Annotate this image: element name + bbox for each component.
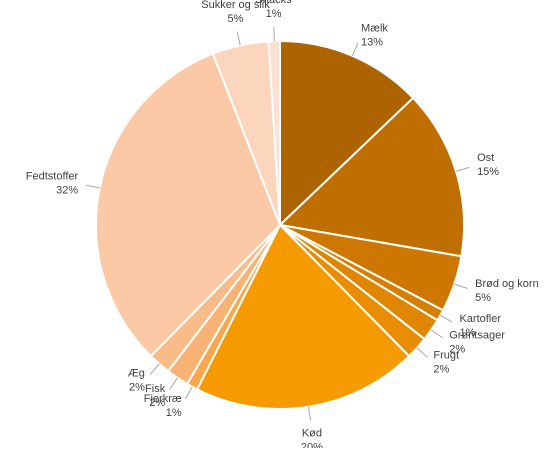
leader-line	[352, 43, 358, 56]
slice-value-label: 1%	[266, 8, 282, 20]
slice-value-label: 2%	[149, 397, 165, 409]
leader-line	[86, 185, 100, 188]
slice-label: Fisk	[145, 383, 166, 395]
leader-line	[150, 364, 159, 375]
slice-label: Snacks	[256, 0, 293, 6]
leader-line	[237, 32, 240, 46]
leader-line	[454, 284, 467, 288]
slice-label: Frugt	[433, 349, 459, 361]
slice-value-label: 13%	[361, 37, 383, 49]
leader-line	[185, 387, 192, 399]
slice-label: Mælk	[361, 23, 388, 35]
leader-line	[309, 407, 311, 421]
slice-value-label: 2%	[129, 381, 145, 393]
slice-label: Grøntsager	[449, 329, 505, 341]
slice-value-label: 5%	[475, 292, 491, 304]
slice-value-label: 15%	[477, 166, 499, 178]
slice-label: Brød og korn	[475, 278, 539, 290]
leader-line	[417, 348, 427, 357]
leader-line	[170, 378, 178, 390]
leader-line	[431, 330, 443, 338]
leader-line	[456, 167, 469, 171]
leader-line	[440, 315, 452, 322]
slice-label: Fedtstoffer	[26, 171, 79, 183]
slice-value-label: 32%	[56, 185, 78, 197]
slice-value-label: 1%	[166, 407, 182, 419]
slice-value-label: 5%	[228, 13, 244, 25]
slice-value-label: 2%	[433, 363, 449, 375]
slice-label: Kartofler	[459, 313, 501, 325]
slice-label: Kød	[302, 427, 322, 439]
slice-value-label: 20%	[301, 441, 323, 448]
slice-label: Æg	[128, 367, 145, 379]
slice-label: Ost	[477, 152, 494, 164]
